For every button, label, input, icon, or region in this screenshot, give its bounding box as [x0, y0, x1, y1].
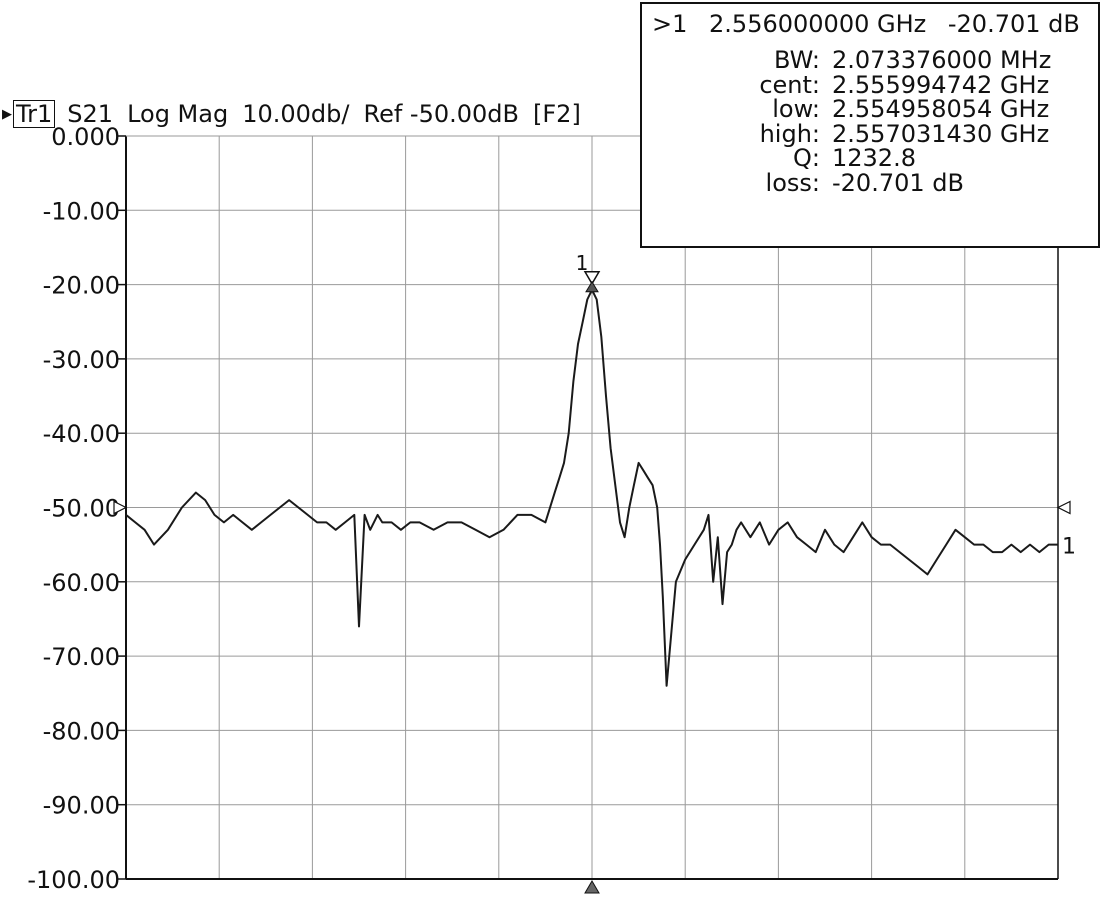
stat-value: 2.073376000 MHz — [832, 46, 1052, 74]
marker-readout-header: >1 2.556000000 GHz -20.701 dB — [652, 10, 1094, 38]
stat-row: loss: -20.701 dB — [642, 168, 1051, 197]
y-tick-label: -100.00 — [27, 866, 120, 894]
stat-key: loss: — [765, 168, 820, 197]
marker-1-icon — [583, 271, 601, 286]
y-tick-label: -10.00 — [43, 197, 120, 225]
reference-right-arrow-icon — [1056, 500, 1071, 515]
trace-header: ▶ Tr1 S21 Log Mag 10.00db/ Ref -50.00dB … — [2, 94, 595, 134]
trace-reference[interactable]: Ref -50.00dB — [363, 100, 519, 128]
stat-key: high: — [759, 119, 820, 148]
y-tick-label: 0.000 — [51, 123, 120, 151]
trace-label[interactable]: Tr1 — [13, 100, 56, 128]
y-tick-label: -20.00 — [43, 272, 120, 300]
stat-row: BW: 2.073376000 MHz — [642, 48, 1051, 73]
stat-value: 2.557031430 GHz — [832, 119, 1050, 148]
y-tick-label: -80.00 — [43, 717, 120, 745]
y-tick-label: -40.00 — [43, 420, 120, 448]
stat-row: Q: 1232.8 — [642, 146, 1051, 171]
y-tick-label: -90.00 — [43, 792, 120, 820]
stat-key: cent: — [759, 70, 820, 99]
trace-channel: [F2] — [533, 100, 581, 128]
stat-value: -20.701 dB — [832, 168, 964, 197]
marker-1-label: 1 — [576, 251, 589, 275]
y-tick-label: -60.00 — [43, 569, 120, 597]
marker-value: -20.701 dB — [947, 10, 1080, 38]
reference-left-arrow-icon — [113, 500, 128, 515]
y-axis-ticks: 0.000 -10.00 -20.00 -30.00 -40.00 -50.00 -60.0… — [27, 123, 126, 894]
marker-stats-table: BW: 2.073376000 MHz cent: 2.555994742 GHz … — [642, 48, 1051, 195]
trace-line — [125, 288, 1058, 687]
y-tick-label: -50.00 — [43, 495, 120, 523]
stat-row: low: 2.554958054 GHz — [642, 97, 1051, 122]
marker-stack-icon — [585, 280, 599, 293]
trace — [125, 288, 1058, 687]
stat-key: BW: — [773, 46, 820, 74]
trace-parameter[interactable]: S21 — [67, 100, 114, 128]
marker-frequency: 2.556000000 GHz — [709, 10, 927, 38]
stat-row: cent: 2.555994742 GHz — [642, 70, 1051, 99]
stat-key: low: — [772, 95, 820, 123]
trace-format[interactable]: Log Mag — [127, 100, 229, 128]
trace-scale[interactable]: 10.00db/ — [242, 100, 350, 128]
trace-end-label: 1 — [1062, 535, 1076, 560]
stat-value: 2.554958054 GHz — [832, 95, 1050, 123]
y-tick-label: -70.00 — [43, 643, 120, 671]
stat-row: high: 2.557031430 GHz — [642, 119, 1051, 148]
marker-id: >1 — [652, 10, 688, 38]
stat-value: 2.555994742 GHz — [832, 70, 1050, 99]
stat-key: Q: — [793, 144, 820, 172]
active-trace-arrow-icon: ▶ — [2, 106, 12, 122]
y-tick-label: -30.00 — [43, 346, 120, 374]
markers: 11 — [113, 251, 1076, 894]
marker-readout-panel: >1 2.556000000 GHz -20.701 dB BW: 2.07337… — [640, 2, 1100, 248]
x-axis-marker-icon — [584, 880, 600, 894]
stat-value: 1232.8 — [832, 144, 916, 172]
